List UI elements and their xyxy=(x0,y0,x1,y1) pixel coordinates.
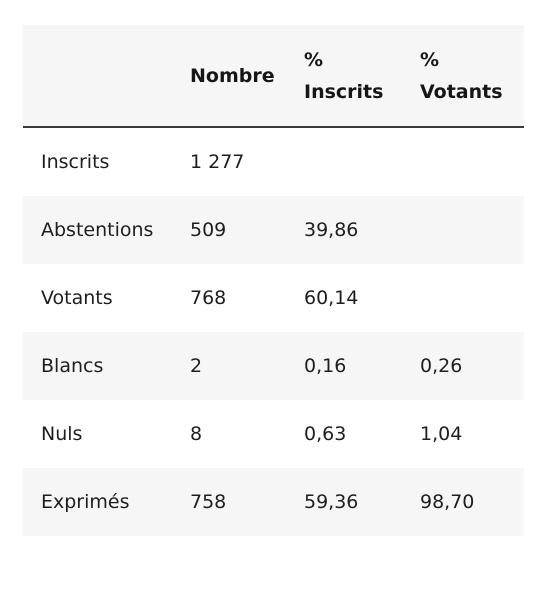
row-nombre: 758 xyxy=(190,491,227,513)
table-header: Nombre % Inscrits % Votants xyxy=(23,25,524,128)
table-row: Votants 768 60,14 xyxy=(23,264,524,332)
row-pct-votants xyxy=(404,196,524,264)
row-label: Blancs xyxy=(41,355,104,377)
row-label: Exprimés xyxy=(41,491,130,513)
table-row: Nuls 8 0,63 1,04 xyxy=(23,400,524,468)
row-pct-votants xyxy=(404,264,524,332)
row-pct-inscrits: 0,63 xyxy=(304,423,347,445)
header-nombre: Nombre xyxy=(174,25,288,128)
header-row: Nombre % Inscrits % Votants xyxy=(23,25,524,128)
table-body: Inscrits 1 277 Abstentions 509 39,86 Vot… xyxy=(23,127,524,536)
row-nombre: 1 277 xyxy=(190,151,245,173)
row-label: Votants xyxy=(41,287,113,309)
row-nombre: 8 xyxy=(190,423,203,445)
table-row: Exprimés 758 59,36 98,70 xyxy=(23,468,524,536)
table-row: Inscrits 1 277 xyxy=(23,127,524,196)
row-label: Nuls xyxy=(41,423,83,445)
table-row: Blancs 2 0,16 0,26 xyxy=(23,332,524,400)
row-nombre: 768 xyxy=(190,287,227,309)
row-pct-inscrits: 59,36 xyxy=(304,491,359,513)
row-pct-inscrits xyxy=(288,127,404,196)
row-label: Inscrits xyxy=(41,151,110,173)
header-label xyxy=(23,25,174,128)
header-pct-votants: % Votants xyxy=(404,25,524,128)
row-pct-inscrits: 39,86 xyxy=(304,219,359,241)
results-table: Nombre % Inscrits % Votants Inscrits 1 2… xyxy=(23,25,524,536)
row-nombre: 2 xyxy=(190,355,203,377)
row-pct-votants xyxy=(404,127,524,196)
row-pct-votants: 98,70 xyxy=(420,491,475,513)
row-nombre: 509 xyxy=(190,219,227,241)
header-pct-inscrits: % Inscrits xyxy=(288,25,404,128)
row-pct-inscrits: 60,14 xyxy=(304,287,359,309)
row-pct-votants: 1,04 xyxy=(420,423,463,445)
table-row: Abstentions 509 39,86 xyxy=(23,196,524,264)
row-pct-inscrits: 0,16 xyxy=(304,355,347,377)
row-pct-votants: 0,26 xyxy=(420,355,463,377)
row-label: Abstentions xyxy=(41,219,154,241)
